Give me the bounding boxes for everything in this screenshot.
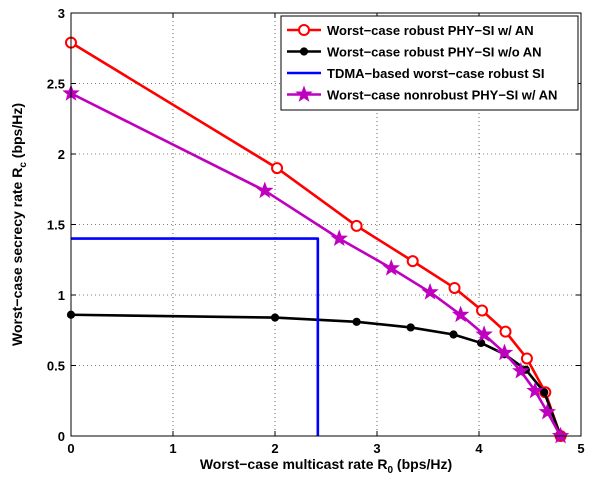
series-line [70,313,562,437]
data-point [382,259,401,276]
legend: Worst−case robust PHY−SI w/ AN Worst−case… [280,15,579,111]
x-tick-label: 5 [577,441,584,456]
data-point [476,338,486,348]
x-tick-label: 1 [169,441,176,456]
data-point [406,323,415,332]
data-point [476,304,489,317]
legend-item: TDMA−based worst−case robust SI [287,66,544,81]
data-point [551,426,570,444]
y-axis-label: Worst−case secrecy rate Rc (bps/Hz) [9,103,29,346]
x-tick-label: 0 [67,441,74,456]
data-point [540,388,549,397]
x-tick-label: 4 [475,441,483,456]
data-point [271,162,284,175]
series-line [70,41,562,437]
data-point [512,361,530,379]
grid [71,13,581,436]
data-point [352,317,361,326]
x-tick-label: 3 [373,441,380,456]
legend-label: Worst−case robust PHY−SI w/ AN [327,23,534,38]
data-point [270,313,280,322]
y-tick-label: 2.5 [47,77,65,92]
data-point [256,181,274,199]
data-point [451,305,470,323]
legend-item: Worst−case robust PHY−SI w/ AN [287,23,534,38]
data-point [499,325,512,338]
x-axis-label: Worst−case multicast rate R0 (bps/Hz) [200,456,452,476]
data-point [406,255,419,268]
data-point [421,283,439,300]
y-tick-label: 1.5 [47,218,65,233]
x-tick-label: 2 [271,441,278,456]
y-tick-label: 0 [58,429,65,444]
data-point [350,219,363,232]
data-point [295,85,313,102]
data-point [330,229,348,247]
data-point [495,343,514,361]
legend-label: TDMA−based worst−case robust SI [327,66,544,81]
legend-label: Worst−case nonrobust PHY−SI w/ AN [327,88,557,103]
legend-item: Worst−case robust PHY−SI w/o AN [287,45,542,60]
y-tick-label: 0.5 [47,359,65,374]
y-tick-label: 1 [58,288,65,303]
data-point [475,325,493,342]
series-worst-case-nonrobust-phy-si-w-an [62,84,570,444]
data-point [299,47,309,56]
series-layer [62,36,570,444]
data-point [538,402,557,420]
legend-label: Worst−case robust PHY−SI w/o AN [327,45,542,60]
legend-item: Worst−case nonrobust PHY−SI w/ AN [287,85,557,103]
series-tdma-based-worst-case-robust-si [71,237,320,436]
series-line [71,237,320,436]
data-point [448,281,461,294]
data-point [526,381,544,399]
legend-box [280,15,579,111]
data-point [449,330,458,339]
y-tick-label: 2 [58,147,65,162]
data-point [298,24,310,36]
y-tick-label: 3 [58,6,65,21]
data-point [520,352,533,365]
